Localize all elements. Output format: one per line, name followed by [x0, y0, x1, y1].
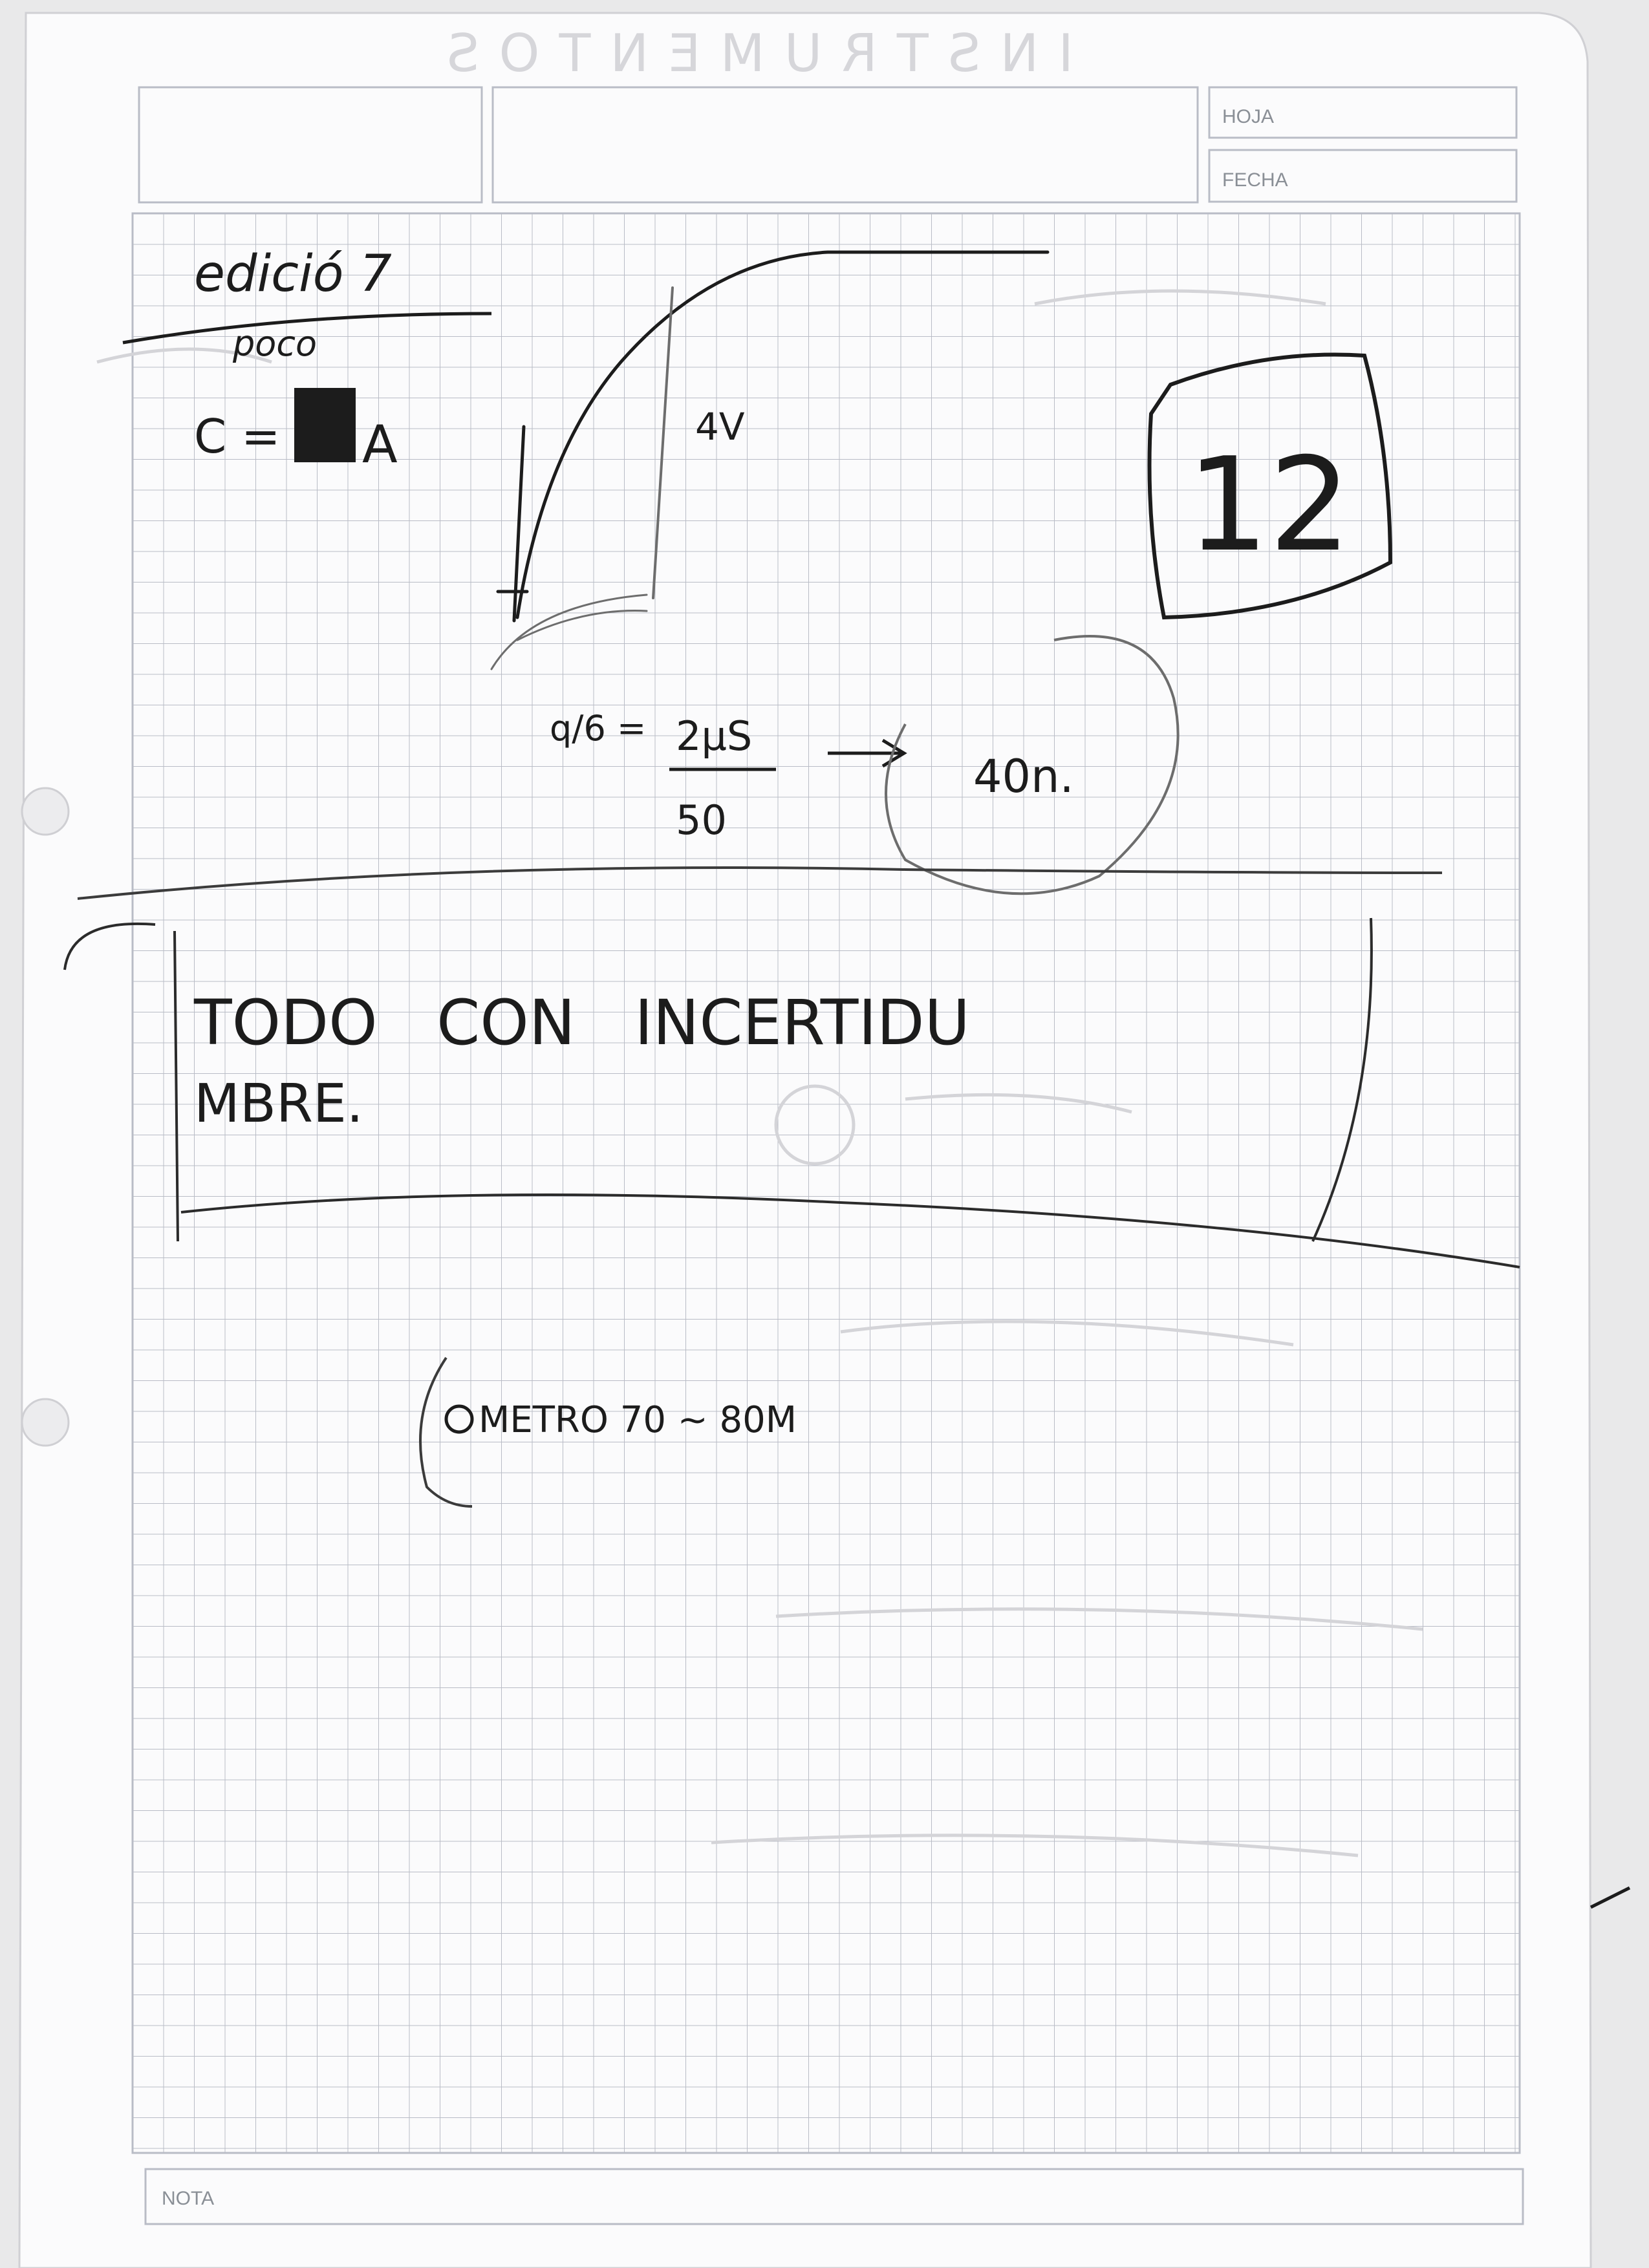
section-divider — [77, 866, 1443, 900]
measure-text: METRO 70 ~ 80M — [479, 1399, 797, 1441]
title-subtext: poco — [232, 323, 317, 364]
measure-bullet — [444, 1404, 474, 1434]
edge-mark — [1590, 1886, 1631, 1909]
formula-left: C = — [194, 409, 281, 464]
punch-hole — [21, 1398, 70, 1447]
nota-box — [144, 2168, 1524, 2225]
pencil-circle — [885, 635, 1180, 895]
score-text: 12 — [1187, 430, 1352, 581]
charging-curve-sketch — [490, 250, 1050, 670]
boxed-line-1: TODO CON INCERTIDU — [193, 987, 970, 1059]
boxed-line-2: MBRE. — [194, 1073, 363, 1135]
result-text: 40n. — [973, 750, 1074, 803]
title-underline — [122, 312, 492, 345]
note-bracket — [63, 917, 1520, 1268]
title-text: edició 7 — [194, 245, 392, 303]
bleed-through-title: INSTRUMENTOS — [427, 23, 1073, 83]
formula-right: A — [362, 414, 398, 475]
fecha-label: FECHA — [1222, 169, 1288, 191]
grid-area — [131, 212, 1521, 2154]
ratio-numerator: 2µS — [676, 712, 752, 760]
bleed-through-marks — [96, 289, 1423, 1857]
ratio-denominator: 50 — [676, 797, 727, 844]
header-boxes — [138, 86, 1518, 204]
ratio-left: q/6 = — [550, 708, 646, 749]
measure-bracket — [419, 1356, 473, 1508]
graph-label: 4V — [695, 405, 745, 449]
scribble-blob — [294, 388, 356, 462]
nota-label: NOTA — [162, 2188, 214, 2209]
punch-hole — [21, 787, 70, 836]
hoja-label: HOJA — [1222, 106, 1274, 127]
score-box — [1147, 352, 1393, 620]
